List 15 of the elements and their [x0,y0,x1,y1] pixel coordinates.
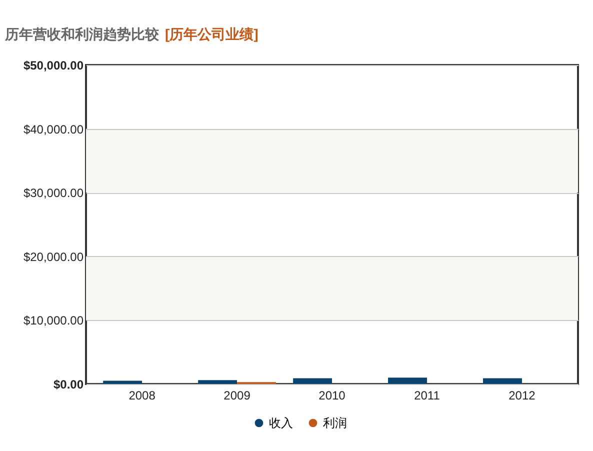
x-tick-label: 2008 [128,388,156,402]
chart-subtitle: [历年公司业绩] [165,26,258,42]
y-tick-label: $20,000.00 [23,250,84,264]
y-tick-label: $50,000.00 [23,58,84,72]
chart-title: 历年营收和利润趋势比较 [4,26,160,42]
x-tick-label: 2009 [224,388,251,402]
x-tick-label: 2011 [414,388,440,402]
x-tick-label: 2012 [508,388,536,402]
x-tick-label: 2010 [318,388,346,402]
y-tick-label: $0.00 [53,378,84,392]
legend-label: 利润 [323,416,347,430]
y-tick-label: $30,000.00 [23,186,84,200]
y-tick-label: $40,000.00 [23,122,84,136]
legend-label: 收入 [269,416,293,430]
y-tick-label: $10,000.00 [23,314,84,328]
